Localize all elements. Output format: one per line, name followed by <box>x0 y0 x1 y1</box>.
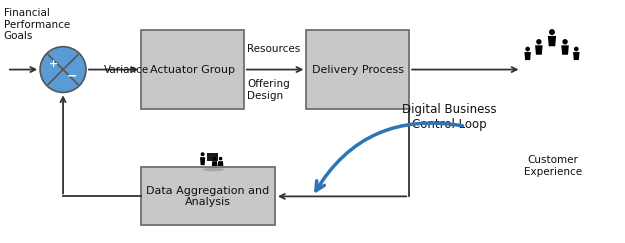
Text: Digital Business
Control Loop: Digital Business Control Loop <box>402 103 497 131</box>
Text: +: + <box>49 59 59 69</box>
Ellipse shape <box>40 47 86 92</box>
Ellipse shape <box>202 168 224 171</box>
Text: Customer
Experience: Customer Experience <box>524 155 582 177</box>
Circle shape <box>219 157 222 160</box>
FancyBboxPatch shape <box>306 30 409 109</box>
Polygon shape <box>548 36 556 46</box>
Text: Actuator Group: Actuator Group <box>150 65 235 75</box>
Text: Resources: Resources <box>247 44 300 54</box>
Polygon shape <box>535 45 542 55</box>
Polygon shape <box>217 161 223 166</box>
Circle shape <box>213 157 216 160</box>
Text: −: − <box>67 70 78 83</box>
FancyBboxPatch shape <box>207 153 217 161</box>
Text: Delivery Process: Delivery Process <box>312 65 404 75</box>
Text: Offering
Design: Offering Design <box>247 79 290 101</box>
Text: Data Aggregation and
Analysis: Data Aggregation and Analysis <box>146 186 269 207</box>
Circle shape <box>562 39 568 44</box>
Text: Financial
Performance
Goals: Financial Performance Goals <box>4 8 70 41</box>
Circle shape <box>525 47 530 51</box>
Circle shape <box>574 47 579 51</box>
Polygon shape <box>561 45 569 55</box>
FancyBboxPatch shape <box>141 30 244 109</box>
FancyBboxPatch shape <box>141 167 275 226</box>
Circle shape <box>549 29 555 35</box>
Circle shape <box>201 152 204 156</box>
Text: Variance: Variance <box>104 65 149 75</box>
Polygon shape <box>200 157 205 165</box>
Polygon shape <box>524 52 531 60</box>
Polygon shape <box>573 52 579 60</box>
Polygon shape <box>212 161 218 166</box>
Circle shape <box>536 39 542 44</box>
FancyArrowPatch shape <box>316 123 462 191</box>
